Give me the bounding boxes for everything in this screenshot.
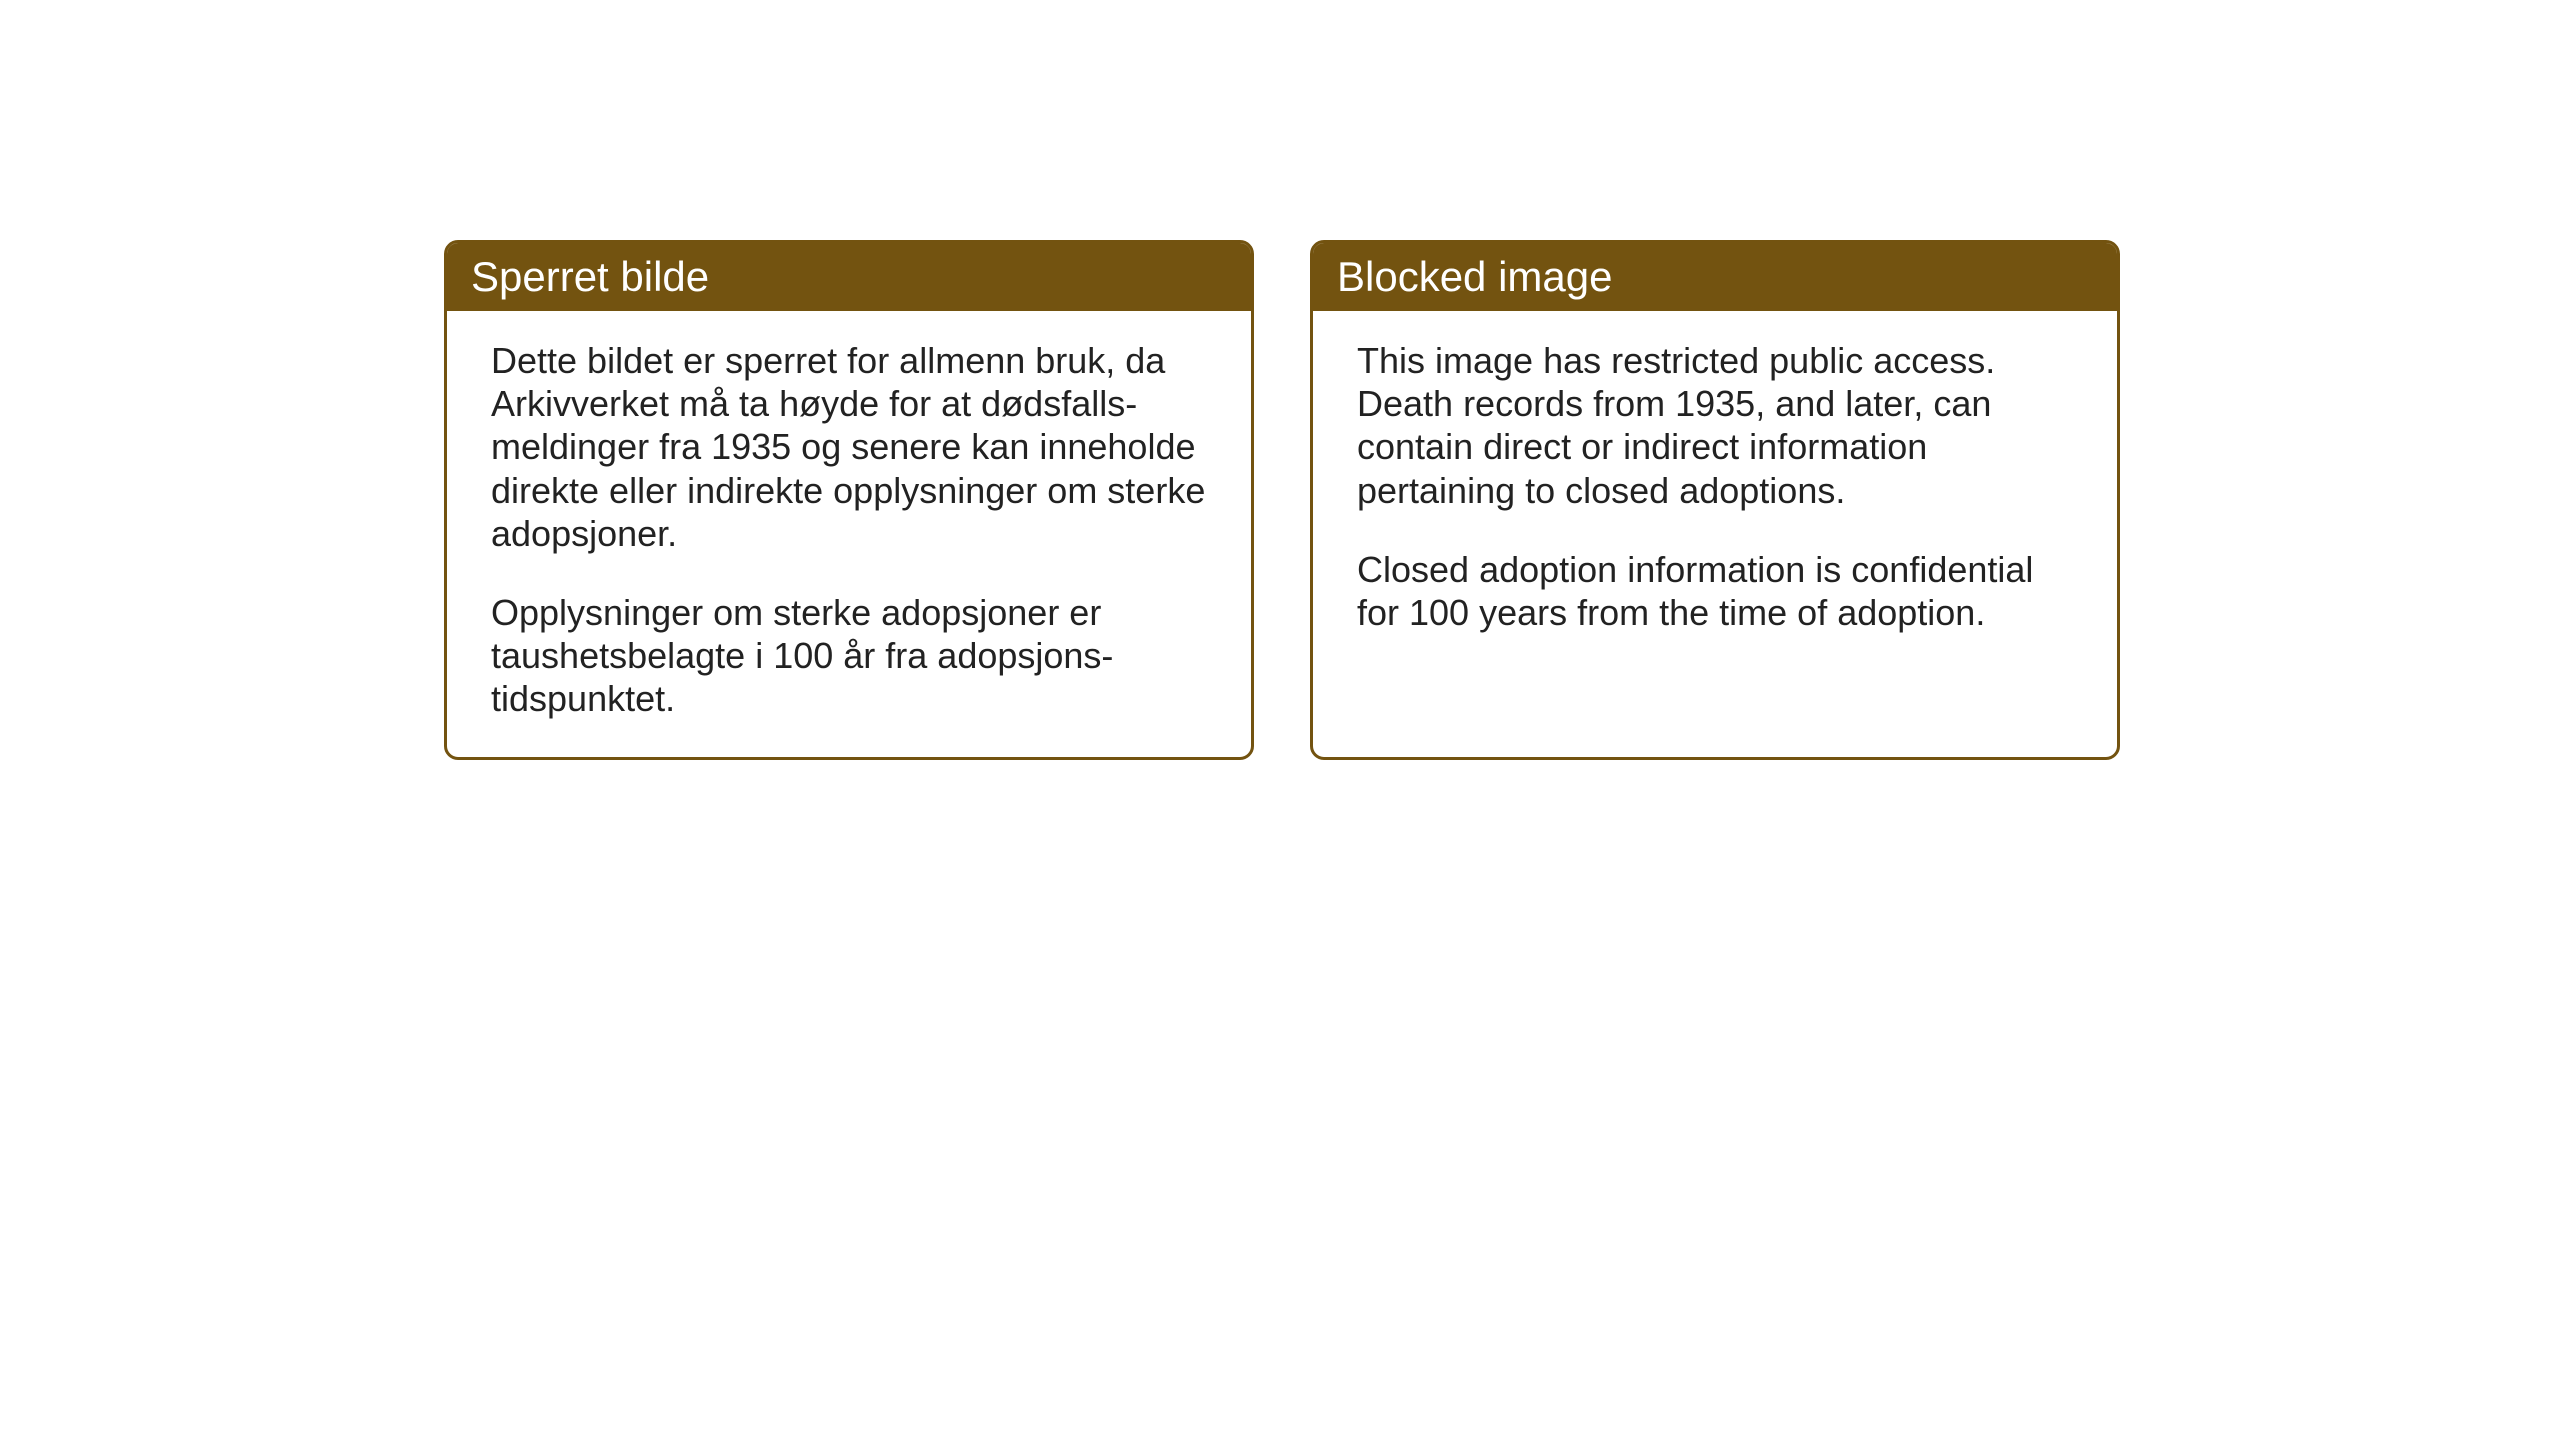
- norwegian-paragraph-2: Opplysninger om sterke adopsjoner er tau…: [491, 591, 1207, 721]
- english-card: Blocked image This image has restricted …: [1310, 240, 2120, 760]
- english-card-body: This image has restricted public access.…: [1313, 311, 2117, 670]
- norwegian-card: Sperret bilde Dette bildet er sperret fo…: [444, 240, 1254, 760]
- norwegian-paragraph-1: Dette bildet er sperret for allmenn bruk…: [491, 339, 1207, 555]
- cards-container: Sperret bilde Dette bildet er sperret fo…: [444, 240, 2120, 760]
- english-card-header: Blocked image: [1313, 243, 2117, 311]
- norwegian-card-header: Sperret bilde: [447, 243, 1251, 311]
- norwegian-card-body: Dette bildet er sperret for allmenn bruk…: [447, 311, 1251, 757]
- english-paragraph-2: Closed adoption information is confident…: [1357, 548, 2073, 634]
- english-paragraph-1: This image has restricted public access.…: [1357, 339, 2073, 512]
